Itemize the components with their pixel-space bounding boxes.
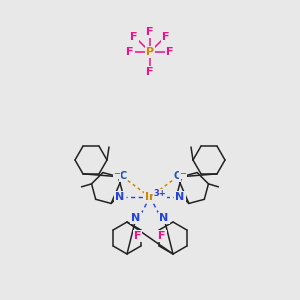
Text: 3+: 3+ [154,190,166,199]
Text: N: N [116,192,124,202]
Text: F: F [130,32,138,42]
Text: Ir: Ir [145,192,155,202]
Text: −: − [179,169,187,178]
Text: N: N [131,213,141,223]
Text: P: P [146,47,154,57]
Text: −: − [113,169,121,178]
Text: C: C [119,171,127,181]
Text: F: F [166,47,174,57]
Text: N: N [176,192,184,202]
Text: F: F [146,27,154,37]
Text: F: F [146,67,154,77]
Text: F: F [158,231,166,241]
Text: F: F [126,47,134,57]
Text: F: F [134,231,142,241]
Text: N: N [159,213,169,223]
Text: C: C [173,171,181,181]
Text: F: F [162,32,170,42]
